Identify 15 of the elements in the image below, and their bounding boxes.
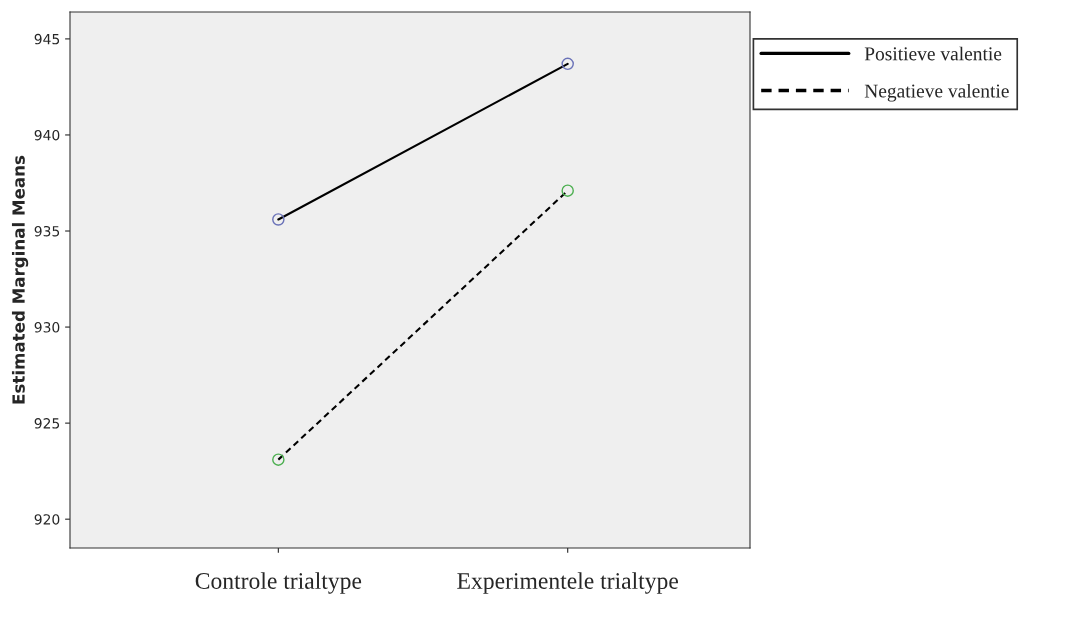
legend-label: Negatieve valentie bbox=[864, 83, 1009, 102]
point bbox=[561, 184, 574, 197]
x-tick-label: Controle trialtype bbox=[195, 572, 362, 594]
y-tick-label: 945 bbox=[34, 33, 60, 45]
y-tick-label: 925 bbox=[34, 418, 60, 429]
point bbox=[561, 57, 574, 71]
y-axis-title: Estimated Marginal Means bbox=[11, 155, 29, 404]
y-tick-label: 930 bbox=[34, 322, 60, 333]
point bbox=[272, 213, 285, 226]
y-tick-label: 935 bbox=[34, 225, 60, 237]
x-tick-label: Experimentele trialtype bbox=[457, 572, 678, 594]
legend-label: Positieve valentie bbox=[864, 46, 1002, 61]
y-tick-label: 940 bbox=[34, 129, 60, 141]
point bbox=[272, 453, 285, 466]
y-tick-label: 920 bbox=[34, 514, 60, 525]
